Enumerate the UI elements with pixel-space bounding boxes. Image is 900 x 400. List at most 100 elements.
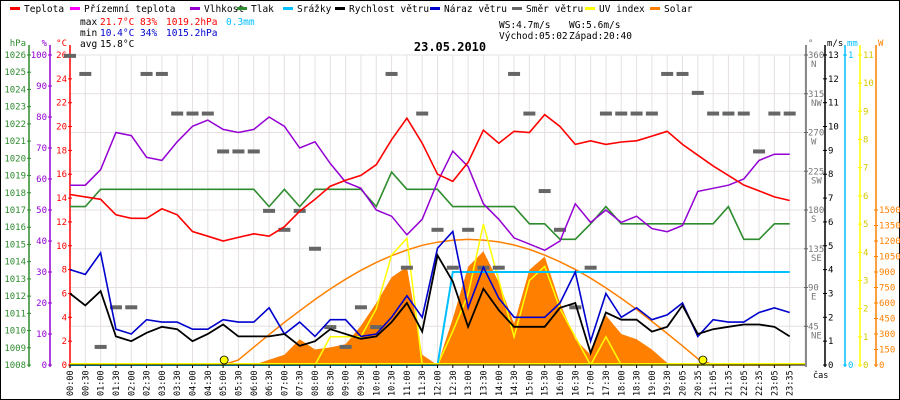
stat-sunrise: Východ:05:02 [499,31,568,42]
x-tick-label: 12:30 [449,370,459,396]
humidity-tick-label: 50 [36,206,47,216]
stat-avg-temp: 15.8°C [100,39,134,50]
solar-unit-label: W [878,39,884,49]
x-tick-label: 14:00 [495,370,505,396]
wind-direction-mark [416,111,429,116]
x-tick-label: 09:30 [357,370,367,396]
solar-tick-label: 600 [879,299,895,309]
wind-tick-label: 12 [828,75,839,85]
pressure-tick-label: 1015 [4,240,26,250]
stat-min-humidity: 34% [140,28,157,39]
wind-tick-label: 3 [828,289,833,299]
x-tick-label: 02:00 [127,370,137,396]
wind-direction-mark [538,189,551,194]
humidity-tick-label: 0 [42,361,47,371]
wind-direction-mark [400,265,413,270]
wind-direction-mark [492,265,505,270]
temperature-tick-label: 22 [56,99,67,109]
direction-tick-label: E [811,293,816,303]
stat-min-pressure: 1015.2hPa [166,28,217,39]
legend-swatch [237,7,247,10]
x-tick-label: 12:00 [434,370,444,396]
temperature-unit-label: °C [56,39,67,49]
legend-label: UV index [599,4,645,15]
wind-direction-mark [140,71,153,76]
wind-tick-label: 13 [828,51,839,61]
legend-label: Tlak [251,4,274,15]
x-tick-label: 18:30 [633,370,643,396]
direction-tick-label: 180 [808,206,824,216]
wind-direction-mark [309,246,321,251]
wind-gust-line [69,229,790,345]
direction-tick-label: 90 [808,284,819,294]
x-tick-label: 21:35 [724,370,734,396]
temperature-tick-label: 18 [56,146,67,156]
direction-unit-label: ° [808,39,813,49]
temperature-tick-label: 20 [56,123,67,133]
pressure-line [70,170,790,241]
wind-tick-label: 7 [828,194,833,204]
x-tick-label: 10:30 [388,370,398,396]
x-tick-label: 17:30 [602,370,612,396]
wind-direction-mark [217,149,230,154]
wind-tick-label: 9 [828,146,833,156]
legend-label: Směr větru [526,4,583,15]
wind-direction-mark [64,53,76,58]
humidity-tick-label: 30 [36,268,47,278]
x-tick-label: 17:00 [587,370,597,396]
pressure-tick-label: 1014 [4,258,26,268]
temperature-tick-label: 14 [56,194,67,204]
x-tick-label: 15:30 [541,370,551,396]
x-tick-label: 19:30 [663,370,673,396]
uv-tick-label: 4 [863,248,868,258]
wind-direction-mark [125,305,138,310]
direction-tick-label: N [811,60,816,70]
stat-min-label: min [80,28,97,39]
wind-direction-mark [263,208,276,213]
x-tick-label: 11:30 [418,370,428,396]
uv-tick-label: 1 [863,333,868,343]
wind-direction-mark [446,265,459,270]
wind-direction-mark [615,111,628,116]
x-tick-label: 06:30 [265,370,275,396]
x-axis: 00:00 00:30 01:00 01:30 02:00 02:30 03:00 03:30… [66,364,805,396]
solar-tick-label: 900 [879,268,895,278]
wind-direction-mark [339,344,352,349]
wind-direction-mark [370,325,383,330]
uv-tick-label: 3 [863,276,868,286]
humidity-line [70,116,790,252]
axes: 1026102510241023102210211020101910181017… [4,39,900,371]
uv-tick-label: 10 [863,79,874,89]
legend-label: Teplota [24,4,64,15]
pressure-tick-label: 1017 [4,206,26,216]
humidity-tick-label: 70 [36,144,47,154]
x-tick-label: 16:00 [556,370,566,396]
x-tick-label: 01:30 [112,370,122,396]
pressure-tick-label: 1025 [4,68,26,78]
humidity-tick-label: 60 [36,175,47,185]
temperature-tick-label: 0 [62,361,67,371]
legend-swatch [70,7,80,10]
stat-sunset: Západ:20:40 [569,31,632,42]
x-tick-label: 05:00 [219,370,229,396]
wind-direction-mark [676,71,689,76]
humidity-tick-label: 100 [31,51,47,61]
temperature-tick-label: 26 [56,51,67,61]
legend-swatch [335,7,345,10]
temperature-tick-label: 8 [62,266,67,276]
chart-title: 23.05.2010 [414,40,486,54]
solar-tick-label: 750 [879,284,895,294]
wind-direction-mark [385,71,398,76]
wind-direction-mark [722,111,735,116]
wind-direction-mark [79,71,92,76]
x-tick-label: 01:00 [97,370,107,396]
solar-tick-label: 150 [879,346,895,356]
humidity-tick-label: 40 [36,237,47,247]
temperature-tick-label: 6 [62,289,67,299]
pressure-tick-label: 1012 [4,292,26,302]
stat-wind-gust: WG:5.6m/s [569,20,620,31]
x-tick-label: 10:00 [372,370,382,396]
wind-direction-mark [109,305,122,310]
pressure-tick-label: 1013 [4,275,26,285]
